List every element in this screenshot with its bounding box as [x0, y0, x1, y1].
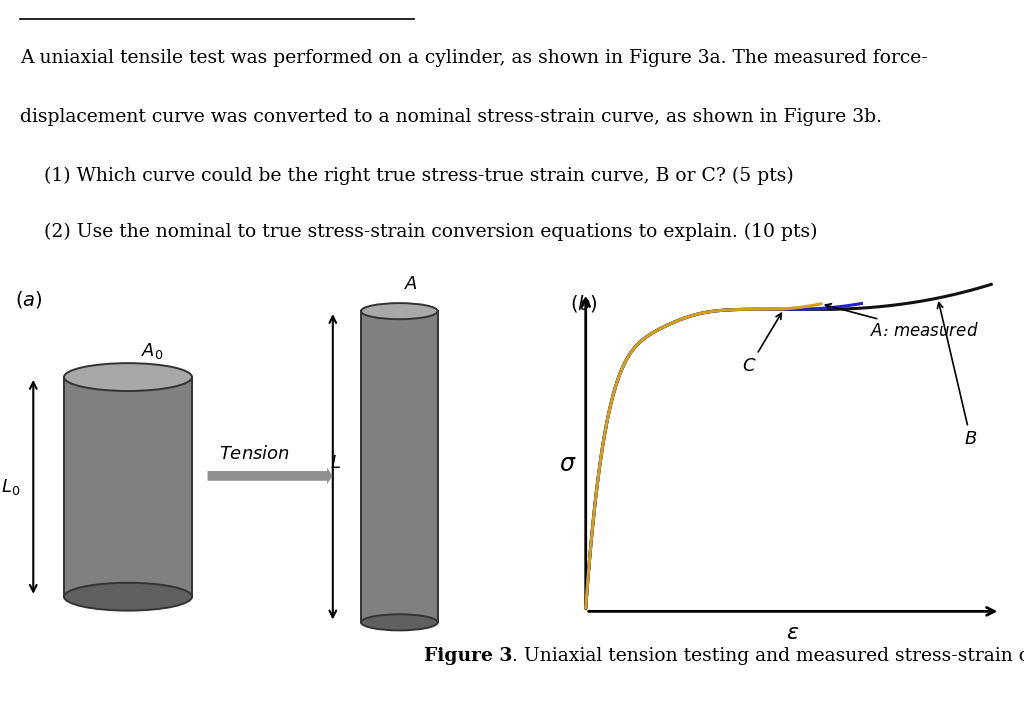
Text: $L$: $L$: [330, 454, 341, 472]
Text: (2) Use the nominal to true stress-strain conversion equations to explain. (10 p: (2) Use the nominal to true stress-strai…: [20, 222, 818, 241]
Text: $A$: $A$: [404, 275, 419, 293]
Text: $C$: $C$: [742, 313, 781, 375]
Polygon shape: [63, 377, 193, 597]
Text: $\varepsilon$: $\varepsilon$: [786, 622, 800, 644]
Text: $(a)$: $(a)$: [15, 289, 43, 310]
Text: $\mathit{Tension}$: $\mathit{Tension}$: [219, 445, 290, 463]
Text: $L_0$: $L_0$: [1, 477, 19, 497]
Ellipse shape: [63, 363, 193, 391]
Ellipse shape: [361, 615, 438, 630]
Ellipse shape: [63, 583, 193, 610]
Ellipse shape: [361, 303, 438, 319]
Text: Figure 3: Figure 3: [424, 647, 512, 665]
Text: A uniaxial tensile test was performed on a cylinder, as shown in Figure 3a. The : A uniaxial tensile test was performed on…: [20, 49, 928, 67]
Text: displacement curve was converted to a nominal stress-strain curve, as shown in F: displacement curve was converted to a no…: [20, 108, 883, 126]
Text: $\sigma$: $\sigma$: [559, 453, 577, 477]
Text: . Uniaxial tension testing and measured stress-strain curves.: . Uniaxial tension testing and measured …: [512, 647, 1024, 665]
Text: $B$: $B$: [937, 303, 978, 448]
Text: (1) Which curve could be the right true stress-true strain curve, B or C? (5 pts: (1) Which curve could be the right true …: [20, 167, 795, 185]
Polygon shape: [361, 311, 438, 622]
Text: $A_0$: $A_0$: [141, 341, 163, 360]
Text: $A$: $measured$: $A$: $measured$: [825, 303, 978, 340]
Text: $(b)$: $(b)$: [570, 293, 598, 314]
